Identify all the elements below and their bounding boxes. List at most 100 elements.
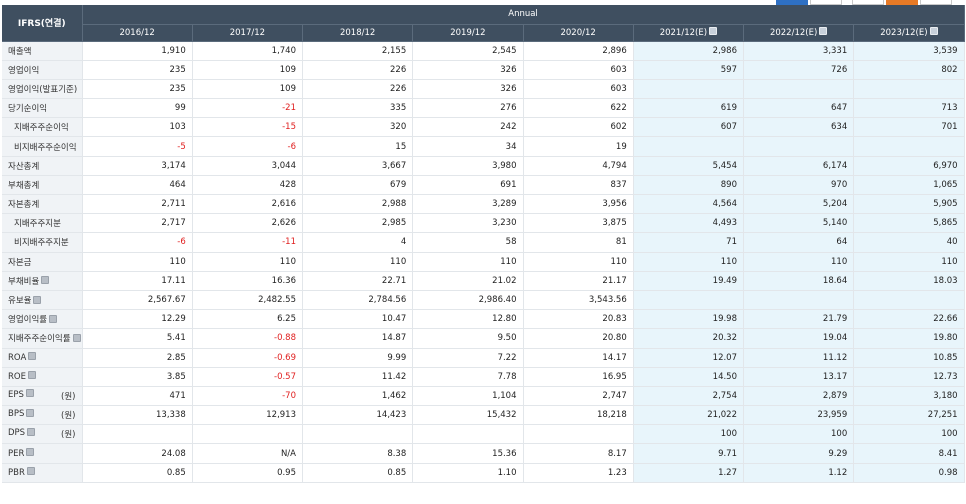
estimate-info-icon[interactable] (709, 27, 718, 35)
help-icon[interactable] (26, 448, 35, 457)
table-cell: 4 (302, 232, 414, 253)
table-cell: 3,180 (853, 386, 965, 407)
table-cell: 3,174 (82, 156, 193, 176)
estimate-info-icon[interactable] (819, 27, 828, 35)
table-cell (412, 424, 524, 445)
table-row: PBR 0.85 0.95 0.85 1.10 1.23 1.27 1.12 0.98 (2, 463, 965, 483)
row-label: BPS (원) (2, 405, 83, 426)
table-cell: 5,905 (853, 194, 965, 215)
table-cell: 3,956 (523, 194, 634, 215)
table-row: ROA 2.85 -0.69 9.99 7.22 14.17 12.07 11.12 10.85 (2, 348, 965, 368)
table-cell: 428 (192, 175, 304, 196)
table-cell (743, 79, 855, 100)
table-cell: 40 (853, 232, 965, 253)
help-icon[interactable] (28, 352, 37, 361)
view-toggle-separate[interactable] (886, 0, 918, 5)
help-icon[interactable] (72, 333, 81, 342)
row-label: 부채비율 (2, 271, 83, 291)
table-cell: 20.83 (523, 309, 634, 330)
table-cell: 5,140 (743, 213, 855, 234)
table-row: 부채비율 17.11 16.36 22.71 21.02 21.17 19.49 18.64 1… (2, 271, 965, 291)
table-cell: 5,204 (743, 194, 855, 215)
table-cell: 2,784.56 (302, 290, 414, 311)
table-cell: 3,289 (412, 194, 524, 215)
table-cell: 110 (412, 252, 524, 272)
table-cell: 335 (302, 98, 414, 119)
table-cell: 81 (523, 232, 634, 253)
table-row: 영업이익률 12.29 6.25 10.47 12.80 20.83 19.98 21.79 2… (2, 309, 965, 330)
help-icon[interactable] (26, 408, 35, 417)
table-cell: 99 (82, 98, 193, 119)
row-label: 비지배주주순이익 (2, 136, 83, 157)
row-label: 지배주주순이익 (2, 117, 83, 138)
table-cell: 622 (523, 98, 634, 119)
table-cell: 5,865 (853, 213, 965, 234)
table-row: 자본금 110 110 110 110 110 110 110 110 (2, 252, 965, 272)
table-cell: 603 (523, 60, 634, 80)
table-row: 비지배주주지분 -6 -11 4 58 81 71 64 40 (2, 232, 965, 253)
table-cell: 2,747 (523, 386, 634, 407)
table-cell: 0.85 (302, 463, 414, 483)
period-header: 2019/12 (412, 24, 524, 42)
table-cell: 2,754 (633, 386, 745, 407)
help-icon[interactable] (25, 389, 34, 398)
help-icon[interactable] (41, 276, 50, 285)
table-row: 영업이익(발표기준) 235 109 226 326 603 (2, 79, 965, 100)
table-row: 자산총계 3,174 3,044 3,667 3,980 4,794 5,454 6,174 6… (2, 156, 965, 176)
help-icon[interactable] (33, 295, 42, 304)
table-cell: 471 (82, 386, 193, 407)
table-cell: 19.98 (633, 309, 745, 330)
table-cell: 5.41 (82, 328, 193, 349)
help-icon[interactable] (49, 314, 58, 323)
table-row: 비지배주주순이익 -5 -6 15 34 19 (2, 136, 965, 157)
table-cell: 110 (302, 252, 414, 272)
table-cell: 970 (743, 175, 855, 196)
table-cell: 16.36 (192, 271, 304, 291)
table-cell: 2,616 (192, 194, 304, 215)
estimate-info-icon[interactable] (929, 27, 938, 35)
table-cell: 2,988 (302, 194, 414, 215)
table-row: 영업이익 235 109 226 326 603 597 726 802 (2, 60, 965, 80)
table-cell: 110 (633, 252, 745, 272)
table-cell: 19.04 (743, 328, 855, 349)
row-label: 지배주주지분 (2, 213, 83, 234)
table-cell: 27,251 (853, 405, 965, 426)
view-toggle-consolidated[interactable] (852, 0, 884, 5)
table-cell: 13.17 (743, 367, 855, 387)
table-cell: 1,740 (192, 41, 304, 61)
table-row: 당기순이익 99 -21 335 276 622 619 647 713 (2, 98, 965, 119)
table-cell: 2,482.55 (192, 290, 304, 311)
table-cell: 58 (412, 232, 524, 253)
help-icon[interactable] (26, 467, 35, 476)
table-cell: 726 (743, 60, 855, 80)
row-label: 지배주주순이익률 (2, 328, 83, 349)
table-cell: 9.71 (633, 443, 745, 464)
table-cell: 691 (412, 175, 524, 196)
table-cell (633, 290, 745, 311)
table-row: 매출액 1,910 1,740 2,155 2,545 2,896 2,986 3,331 3,… (2, 41, 965, 61)
table-cell: 21.79 (743, 309, 855, 330)
view-toggle-annual[interactable] (776, 0, 808, 5)
help-icon[interactable] (27, 427, 36, 436)
table-cell: -0.69 (192, 348, 304, 368)
table-cell: 326 (412, 79, 524, 100)
table-row: EPS (원) 471 -70 1,462 1,104 2,747 2,754 2,879 3,1… (2, 386, 965, 407)
table-cell (853, 136, 965, 157)
table-cell: 320 (302, 117, 414, 138)
table-cell: 276 (412, 98, 524, 119)
table-cell: 2,985 (302, 213, 414, 234)
table-cell: -11 (192, 232, 304, 253)
view-toggle-extra[interactable] (920, 0, 952, 5)
row-label: 영업이익(발표기준) (2, 79, 83, 100)
help-icon[interactable] (27, 371, 36, 380)
table-cell: 15 (302, 136, 414, 157)
view-toggle-quarter[interactable] (810, 0, 842, 5)
table-cell: 23,959 (743, 405, 855, 426)
table-cell: 14.87 (302, 328, 414, 349)
table-cell: 13,338 (82, 405, 193, 426)
table-cell: 1.10 (412, 463, 524, 483)
table-cell (633, 79, 745, 100)
table-cell: 0.85 (82, 463, 193, 483)
table-cell: 24.08 (82, 443, 193, 464)
table-cell: 326 (412, 60, 524, 80)
